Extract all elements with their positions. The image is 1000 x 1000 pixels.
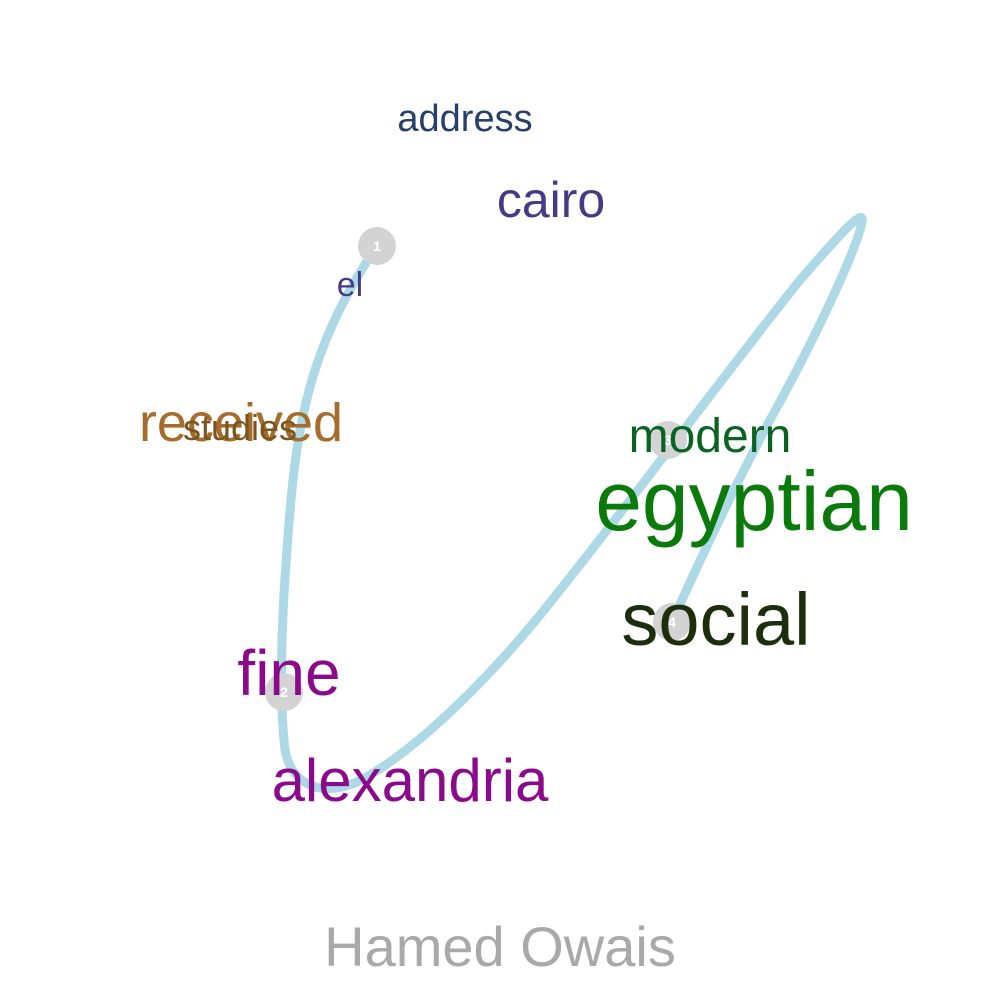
word-social: social [621, 578, 810, 661]
marker-2-dot [265, 673, 303, 711]
word-cairo: cairo [497, 172, 605, 228]
marker-2: 2 [265, 673, 303, 711]
word-el: el [337, 266, 363, 304]
trajectory-path [276, 213, 867, 794]
word-studies: studies [183, 407, 297, 448]
marker-1-label: 1 [373, 238, 381, 254]
word-address: address [397, 98, 532, 140]
word-fine: fine [237, 637, 340, 709]
marker-3: 3 [649, 421, 687, 459]
word-alexandria: alexandria [272, 747, 549, 814]
marker-4-dot [653, 603, 691, 641]
marker-3-label: 3 [664, 432, 672, 448]
author-name: Hamed Owais [324, 915, 676, 978]
marker-3-dot [649, 421, 687, 459]
marker-1: 1 [358, 227, 396, 265]
marker-4: 4 [653, 603, 691, 641]
marker-2-label: 2 [280, 684, 288, 700]
word-received: received [139, 393, 343, 453]
marker-4-label: 4 [668, 614, 676, 630]
word-modern: modern [629, 410, 792, 463]
marker-1-dot [358, 227, 396, 265]
word-egyptian: egyptian [595, 454, 913, 548]
